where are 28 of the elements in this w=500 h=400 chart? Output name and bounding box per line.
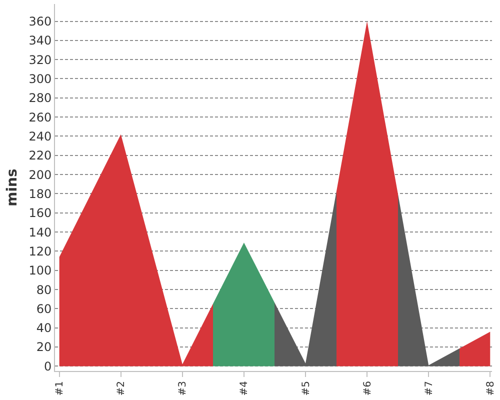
y-tick-label: 200 [28,168,52,182]
x-tick-label: #4 [239,381,250,396]
y-tick-label: 360 [28,14,52,28]
x-tick-label: #5 [300,381,312,396]
y-tick-label: 0 [44,359,52,374]
y-tick-label: 100 [28,264,52,278]
y-axis-title: mins [4,168,20,206]
y-tick-label: 40 [36,321,52,336]
y-tick-label: 300 [28,72,52,86]
x-tick-label: #6 [362,381,374,396]
y-tick-label: 20 [36,340,52,354]
y-tick-label: 280 [28,91,52,106]
y-tick-label: 260 [28,110,52,124]
y-tick-label: 320 [28,52,52,67]
y-tick-label: 60 [36,302,52,316]
x-tick-label: #1 [54,381,66,396]
x-tick-label: #3 [178,381,189,396]
y-tick-label: 80 [36,282,52,297]
y-tick-label: 180 [28,186,52,201]
y-tick-label: 240 [28,129,52,144]
x-tick-label: #2 [116,381,128,396]
x-tick-label: #8 [485,381,496,396]
y-tick-label: 140 [28,225,52,240]
y-tick-label: 120 [28,244,52,258]
y-tick-label: 340 [28,34,52,48]
x-tick-label: #7 [424,381,435,396]
y-tick-label: 160 [28,206,52,220]
y-tick-label: 220 [28,148,52,163]
